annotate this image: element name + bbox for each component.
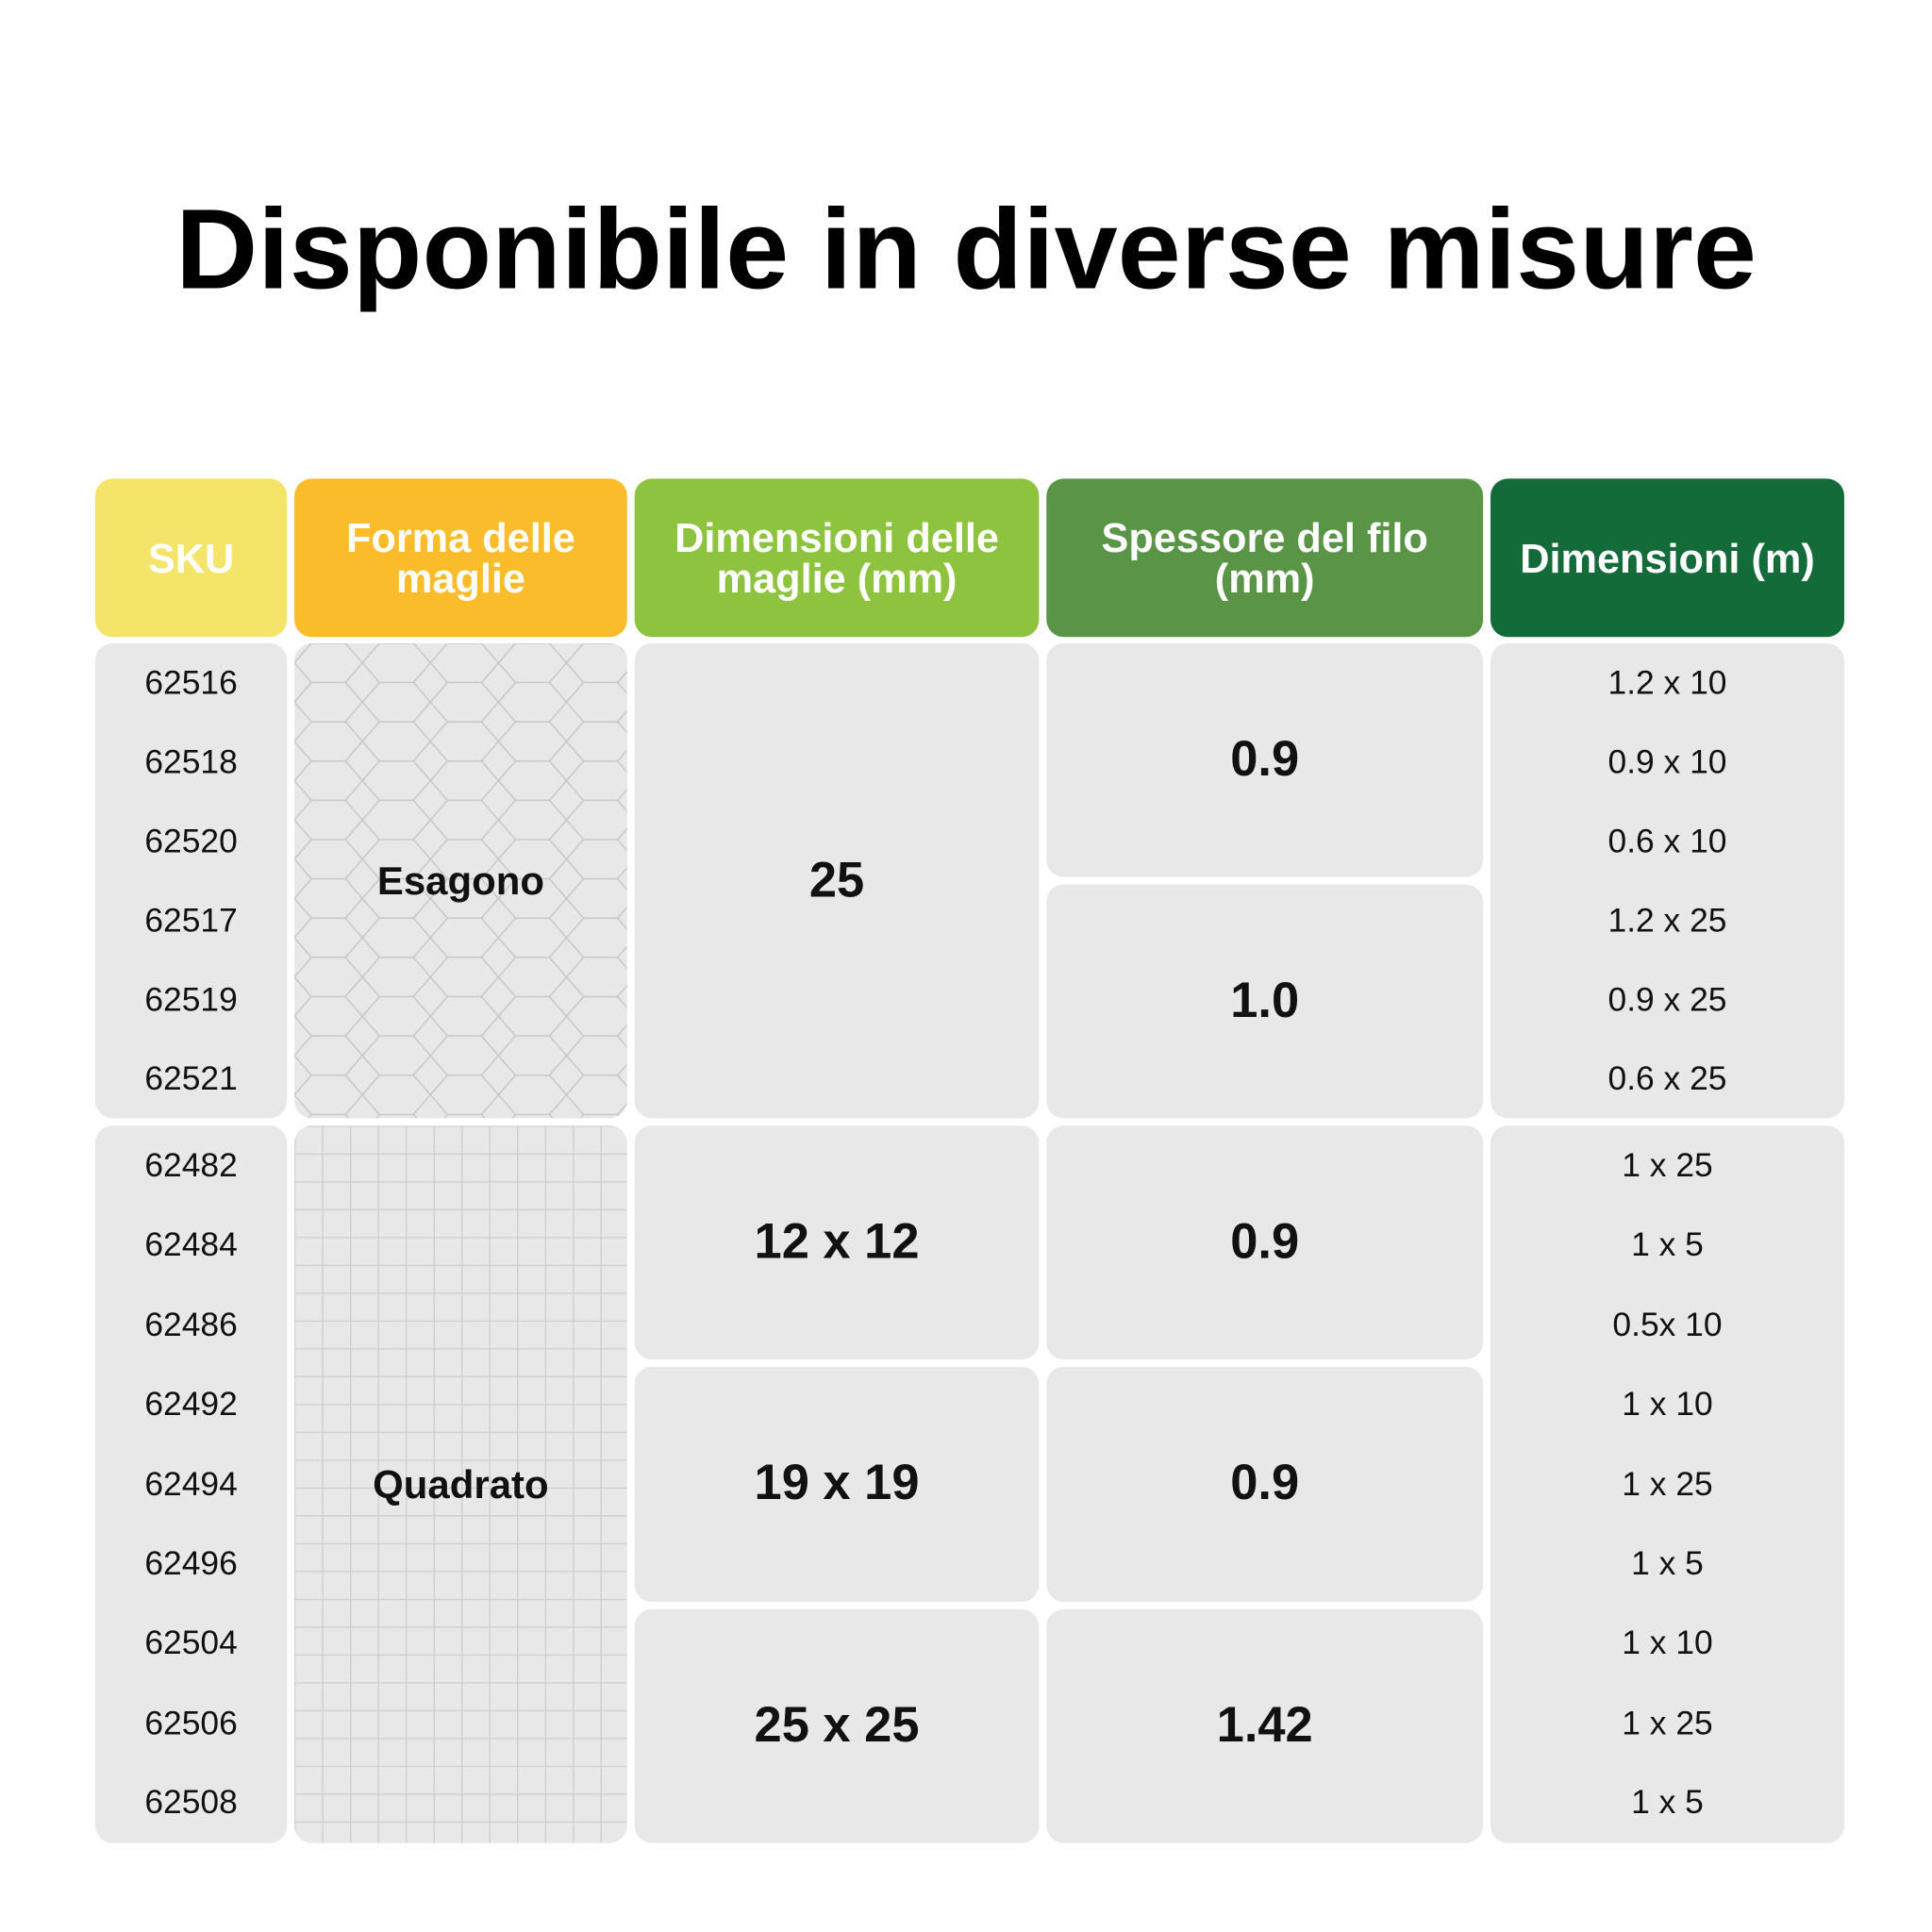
wire-thickness: 0.9 xyxy=(1046,642,1484,877)
dimension: 0.5x 10 xyxy=(1612,1306,1723,1343)
dimension: 0.6 x 25 xyxy=(1607,1059,1727,1097)
sku: 62482 xyxy=(144,1146,238,1184)
sku: 62484 xyxy=(144,1225,238,1263)
mesh-size: 25 xyxy=(634,642,1040,1119)
dimension: 1 x 5 xyxy=(1631,1544,1704,1582)
dimension: 1 x 10 xyxy=(1622,1385,1713,1423)
mesh-size: 19 x 19 xyxy=(634,1367,1040,1602)
sku: 62520 xyxy=(144,822,238,859)
dimension: 1.2 x 10 xyxy=(1607,663,1727,701)
wire-thickness: 1.0 xyxy=(1046,884,1484,1119)
dimension-list: 1 x 25 1 x 5 0.5x 10 1 x 10 1 x 25 1 x 5 1 x 1… xyxy=(1490,1125,1844,1843)
grid-pattern xyxy=(294,1125,627,1843)
shape-label: Esagono xyxy=(376,858,545,903)
dimension: 1.2 x 25 xyxy=(1607,901,1727,939)
column-header: SKU xyxy=(94,478,288,638)
sku: 62518 xyxy=(144,742,238,780)
mesh-size: 12 x 12 xyxy=(634,1125,1040,1360)
sku: 62494 xyxy=(144,1465,238,1503)
sku: 62516 xyxy=(144,663,238,701)
column-header: Dimensioni (m) xyxy=(1490,478,1844,638)
sku-list: 62516 62518 62520 62517 62519 62521 xyxy=(94,642,288,1119)
dimension: 0.9 x 10 xyxy=(1607,742,1727,780)
dimension: 1 x 25 xyxy=(1622,1146,1713,1184)
sku: 62517 xyxy=(144,901,238,939)
wire-thickness: 0.9 xyxy=(1046,1125,1484,1360)
dimension: 0.6 x 10 xyxy=(1607,822,1727,859)
dimension: 1 x 25 xyxy=(1622,1704,1713,1741)
dimension: 1 x 5 xyxy=(1631,1784,1704,1822)
dimension: 0.9 x 25 xyxy=(1607,980,1727,1018)
sku: 62521 xyxy=(144,1059,238,1097)
column-header: Spessore del filo (mm) xyxy=(1046,478,1484,638)
mesh-shape: Esagono xyxy=(294,642,627,1119)
sku-list: 62482 62484 62486 62492 62494 62496 62504 62506… xyxy=(94,1125,288,1843)
shape-label: Quadrato xyxy=(373,1461,549,1507)
wire-thickness: 0.9 xyxy=(1046,1367,1484,1602)
dimension: 1 x 5 xyxy=(1631,1225,1704,1263)
sku: 62508 xyxy=(144,1784,238,1822)
sku: 62504 xyxy=(144,1624,238,1662)
sku: 62506 xyxy=(144,1704,238,1741)
wire-thickness: 1.42 xyxy=(1046,1608,1484,1843)
mesh-size: 25 x 25 xyxy=(634,1608,1040,1843)
dimension: 1 x 10 xyxy=(1622,1624,1713,1662)
sku: 62486 xyxy=(144,1306,238,1343)
mesh-shape: Quadrato xyxy=(294,1125,627,1843)
sku: 62492 xyxy=(144,1385,238,1423)
dimension-list: 1.2 x 10 0.9 x 10 0.6 x 10 1.2 x 25 0.9 x 25… xyxy=(1490,642,1844,1119)
sku: 62519 xyxy=(144,980,238,1018)
dimension: 1 x 25 xyxy=(1622,1465,1713,1503)
column-header: Dimensioni delle maglie (mm) xyxy=(634,478,1040,638)
column-header: Forma delle maglie xyxy=(294,478,627,638)
hex-pattern xyxy=(294,642,627,1119)
title: Disponibile in diverse misure xyxy=(175,186,1757,313)
sku: 62496 xyxy=(144,1544,238,1582)
